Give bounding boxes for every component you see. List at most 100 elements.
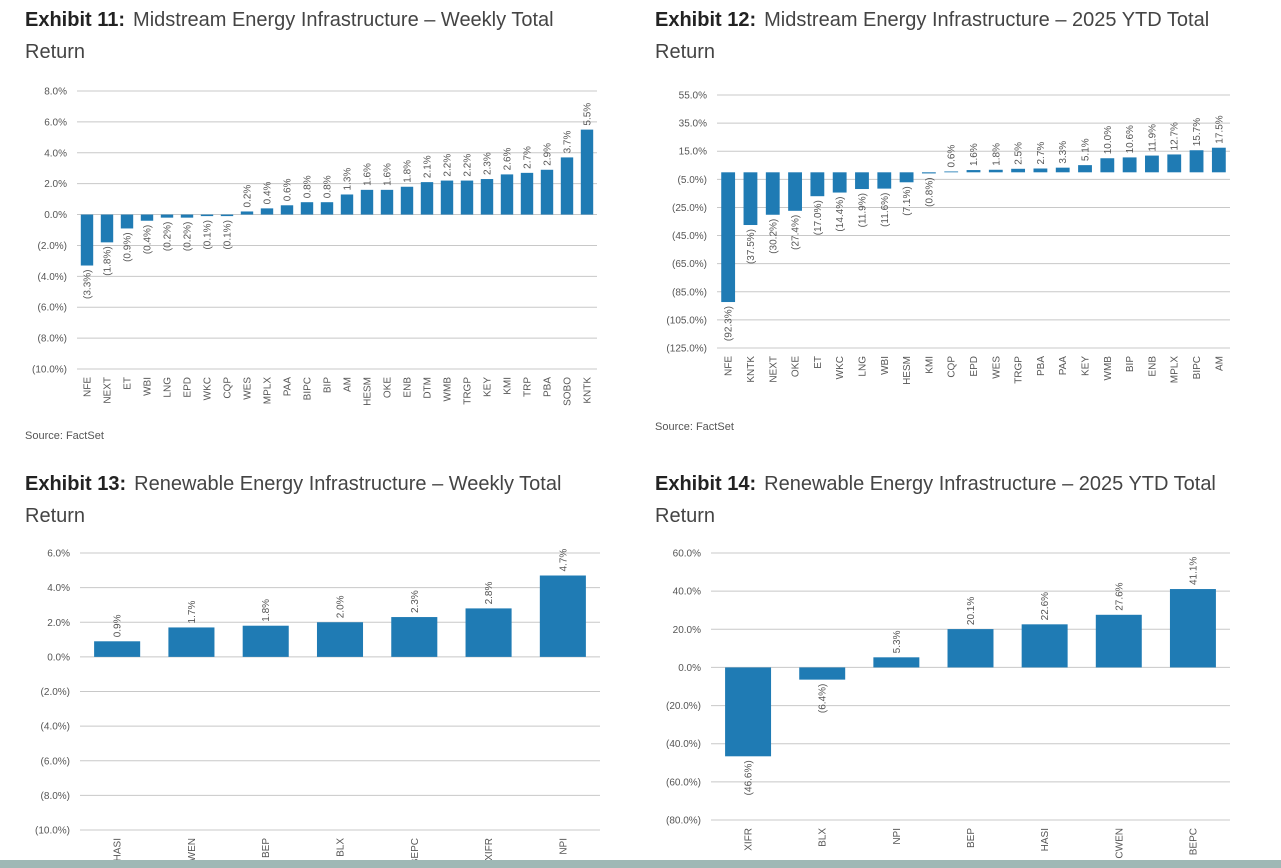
- bar: [80, 214, 94, 266]
- value-label: 2.1%: [423, 155, 434, 178]
- x-tick-label: CQP: [223, 377, 234, 399]
- x-tick-label: NEXT: [768, 356, 779, 383]
- value-label: (0.1%): [223, 220, 234, 249]
- bar: [725, 667, 772, 757]
- x-tick-label: KEY: [1081, 356, 1092, 376]
- y-tick-label: (4.0%): [41, 722, 70, 733]
- bar: [832, 172, 847, 193]
- y-tick-label: (65.0%): [672, 259, 707, 270]
- x-tick-label: BIPC: [1192, 356, 1203, 379]
- y-tick-label: 20.0%: [673, 625, 701, 636]
- value-label: 41.1%: [1188, 557, 1199, 585]
- value-label: 2.7%: [523, 146, 534, 169]
- x-tick-label: LNG: [163, 377, 174, 398]
- x-tick-label: LNG: [857, 356, 868, 377]
- x-tick-label: BEP: [966, 828, 977, 848]
- bar: [168, 627, 215, 657]
- y-tick-label: (125.0%): [666, 344, 707, 355]
- bar: [400, 186, 414, 215]
- x-tick-label: PAA: [283, 377, 294, 397]
- y-tick-label: 2.0%: [47, 618, 70, 629]
- bar: [1078, 165, 1092, 173]
- value-label: 10.6%: [1125, 125, 1136, 153]
- value-label: 10.0%: [1103, 126, 1114, 154]
- x-tick-label: KMI: [924, 356, 935, 374]
- title-text: Renewable Energy Infrastructure – 2025 Y…: [655, 473, 1216, 527]
- x-tick-label: BEPC: [1188, 828, 1199, 855]
- value-label: (0.1%): [203, 220, 214, 249]
- bar: [1211, 147, 1226, 173]
- x-tick-label: OKE: [791, 356, 802, 377]
- bar: [140, 214, 154, 221]
- x-tick-label: NPI: [558, 838, 569, 855]
- bar: [120, 214, 134, 229]
- source: Source: FactSet: [25, 430, 104, 442]
- bar: [460, 180, 474, 215]
- x-tick-label: NFE: [724, 356, 735, 376]
- x-tick-label: ENB: [1147, 356, 1158, 377]
- bar: [391, 617, 438, 657]
- bar: [873, 657, 920, 668]
- bar: [944, 171, 959, 173]
- x-tick-label: OKE: [383, 377, 394, 398]
- value-label: 2.2%: [443, 154, 454, 177]
- value-label: 2.6%: [503, 147, 514, 170]
- exhibit: Exhibit 12:: [655, 9, 757, 31]
- x-tick-label: HASI: [113, 838, 124, 861]
- y-tick-label: (8.0%): [38, 334, 67, 345]
- bar: [200, 214, 214, 217]
- y-tick-label: (45.0%): [672, 231, 707, 242]
- value-label: (11.6%): [880, 193, 891, 227]
- value-label: 5.5%: [583, 103, 594, 126]
- title-text: Midstream Energy Infrastructure – 2025 Y…: [655, 9, 1210, 63]
- x-tick-label: MPLX: [263, 377, 274, 405]
- bar: [1145, 155, 1159, 173]
- bar: [360, 189, 374, 215]
- x-tick-label: BIPC: [303, 377, 314, 400]
- bar: [100, 214, 114, 243]
- value-label: (3.3%): [83, 270, 94, 299]
- value-label: 2.2%: [463, 154, 474, 177]
- x-tick-label: XIFR: [484, 838, 495, 861]
- bar: [539, 575, 586, 657]
- y-tick-label: 40.0%: [673, 587, 701, 598]
- x-tick-label: AM: [1214, 356, 1225, 371]
- y-tick-label: 0.0%: [47, 652, 70, 663]
- value-label: 0.6%: [283, 178, 294, 201]
- bar: [1055, 167, 1070, 173]
- title: Exhibit 14: Renewable Energy Infrastructu…: [655, 468, 1235, 532]
- value-label: (0.4%): [143, 225, 154, 254]
- value-label: 0.9%: [113, 614, 124, 637]
- x-tick-label: WES: [243, 377, 254, 400]
- y-tick-label: (6.0%): [41, 756, 70, 767]
- x-tick-label: PBA: [1036, 356, 1047, 376]
- value-label: (0.9%): [123, 232, 134, 261]
- value-label: (27.4%): [791, 215, 802, 250]
- x-tick-label: TRGP: [463, 377, 474, 405]
- x-tick-label: PAA: [1058, 356, 1069, 376]
- value-label: 1.3%: [343, 168, 354, 191]
- bar: [94, 641, 141, 657]
- y-tick-label: 2.0%: [44, 179, 67, 190]
- y-tick-label: (8.0%): [41, 791, 70, 802]
- y-tick-label: 4.0%: [44, 148, 67, 159]
- value-label: (6.4%): [818, 684, 829, 713]
- value-label: 27.6%: [1114, 582, 1125, 610]
- bar: [921, 172, 936, 174]
- bar: [810, 172, 825, 197]
- value-label: 0.4%: [263, 181, 274, 204]
- x-tick-label: CQP: [947, 356, 958, 378]
- value-label: 2.3%: [410, 590, 421, 613]
- bar: [580, 129, 594, 215]
- bar: [1021, 624, 1068, 668]
- x-tick-label: KMI: [503, 377, 514, 395]
- value-label: 22.6%: [1040, 592, 1051, 620]
- x-tick-label: BLX: [336, 838, 347, 857]
- value-label: 2.0%: [336, 595, 347, 618]
- y-tick-label: 60.0%: [673, 549, 701, 560]
- y-tick-label: (85.0%): [672, 287, 707, 298]
- bar: [1011, 168, 1026, 173]
- value-label: (37.5%): [746, 229, 757, 264]
- value-label: 1.6%: [969, 143, 980, 166]
- exhibit: Exhibit 14:: [655, 473, 757, 495]
